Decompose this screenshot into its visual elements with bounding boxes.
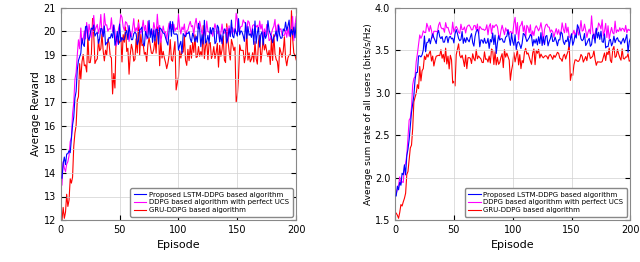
Line: Proposed LSTM-DDPG based algorithm: Proposed LSTM-DDPG based algorithm <box>62 19 296 178</box>
GRU-DDPG based algorithm <box>292 58 300 62</box>
Proposed LSTM-DDPG based algorithm <box>58 177 66 180</box>
Line: GRU-DDPG based algorithm: GRU-DDPG based algorithm <box>62 11 296 220</box>
Legend: Proposed LSTM-DDPG based algorithm, DDPG based algorithm with perfect UCS, GRU-D: Proposed LSTM-DDPG based algorithm, DDPG… <box>465 188 627 217</box>
Proposed LSTM-DDPG based algorithm <box>573 23 581 26</box>
DDPG based algorithm with perfect UCS <box>402 162 410 165</box>
GRU-DDPG based algorithm <box>395 217 403 220</box>
GRU-DDPG based algorithm <box>273 58 280 61</box>
DDPG based algorithm with perfect UCS <box>406 117 414 120</box>
Proposed LSTM-DDPG based algorithm <box>292 22 300 25</box>
Proposed LSTM-DDPG based algorithm <box>616 40 623 43</box>
GRU-DDPG based algorithm <box>408 144 415 147</box>
GRU-DDPG based algorithm <box>437 48 445 51</box>
Line: Proposed LSTM-DDPG based algorithm: Proposed LSTM-DDPG based algorithm <box>396 25 630 196</box>
GRU-DDPG based algorithm <box>120 41 128 44</box>
DDPG based algorithm with perfect UCS <box>588 14 595 17</box>
DDPG based algorithm with perfect UCS <box>627 28 634 31</box>
DDPG based algorithm with perfect UCS <box>72 71 80 74</box>
GRU-DDPG based algorithm <box>58 218 66 221</box>
DDPG based algorithm with perfect UCS <box>120 29 128 32</box>
Proposed LSTM-DDPG based algorithm <box>455 37 463 40</box>
Proposed LSTM-DDPG based algorithm <box>627 37 634 40</box>
Y-axis label: Average Reward: Average Reward <box>31 72 41 156</box>
GRU-DDPG based algorithm <box>609 48 616 51</box>
Proposed LSTM-DDPG based algorithm <box>68 137 76 140</box>
Legend: Proposed LSTM-DDPG based algorithm, DDPG based algorithm with perfect UCS, GRU-D: Proposed LSTM-DDPG based algorithm, DDPG… <box>131 188 292 217</box>
DDPG based algorithm with perfect UCS <box>292 15 300 18</box>
GRU-DDPG based algorithm <box>403 173 411 176</box>
Proposed LSTM-DDPG based algorithm <box>282 20 289 24</box>
Proposed LSTM-DDPG based algorithm <box>402 173 410 176</box>
GRU-DDPG based algorithm <box>280 35 288 39</box>
Y-axis label: Average sum rate of all users (bits/s/Hz): Average sum rate of all users (bits/s/Hz… <box>364 23 373 205</box>
DDPG based algorithm with perfect UCS <box>436 21 444 24</box>
GRU-DDPG based algorithm <box>627 59 634 62</box>
DDPG based algorithm with perfect UCS <box>392 192 400 195</box>
GRU-DDPG based algorithm <box>392 212 400 215</box>
X-axis label: Episode: Episode <box>157 241 200 250</box>
Proposed LSTM-DDPG based algorithm <box>120 38 128 41</box>
Proposed LSTM-DDPG based algorithm <box>436 35 444 38</box>
DDPG based algorithm with perfect UCS <box>232 12 240 15</box>
Line: GRU-DDPG based algorithm: GRU-DDPG based algorithm <box>396 44 630 218</box>
Proposed LSTM-DDPG based algorithm <box>273 40 281 43</box>
GRU-DDPG based algorithm <box>72 124 80 127</box>
GRU-DDPG based algorithm <box>456 54 463 57</box>
DDPG based algorithm with perfect UCS <box>273 24 281 27</box>
Proposed LSTM-DDPG based algorithm <box>72 90 80 93</box>
DDPG based algorithm with perfect UCS <box>102 24 109 27</box>
DDPG based algorithm with perfect UCS <box>68 136 76 139</box>
Line: DDPG based algorithm with perfect UCS: DDPG based algorithm with perfect UCS <box>396 16 630 194</box>
Proposed LSTM-DDPG based algorithm <box>406 124 414 127</box>
GRU-DDPG based algorithm <box>565 42 573 45</box>
DDPG based algorithm with perfect UCS <box>455 31 463 34</box>
GRU-DDPG based algorithm <box>617 59 625 62</box>
GRU-DDPG based algorithm <box>287 9 295 12</box>
Line: DDPG based algorithm with perfect UCS: DDPG based algorithm with perfect UCS <box>62 13 296 185</box>
DDPG based algorithm with perfect UCS <box>616 26 623 29</box>
Proposed LSTM-DDPG based algorithm <box>102 43 109 47</box>
DDPG based algorithm with perfect UCS <box>58 183 66 187</box>
DDPG based algorithm with perfect UCS <box>282 29 289 32</box>
GRU-DDPG based algorithm <box>68 182 76 185</box>
Proposed LSTM-DDPG based algorithm <box>235 17 243 20</box>
DDPG based algorithm with perfect UCS <box>608 26 616 29</box>
Proposed LSTM-DDPG based algorithm <box>392 194 400 198</box>
GRU-DDPG based algorithm <box>102 49 109 52</box>
X-axis label: Episode: Episode <box>491 241 534 250</box>
Proposed LSTM-DDPG based algorithm <box>608 44 616 47</box>
